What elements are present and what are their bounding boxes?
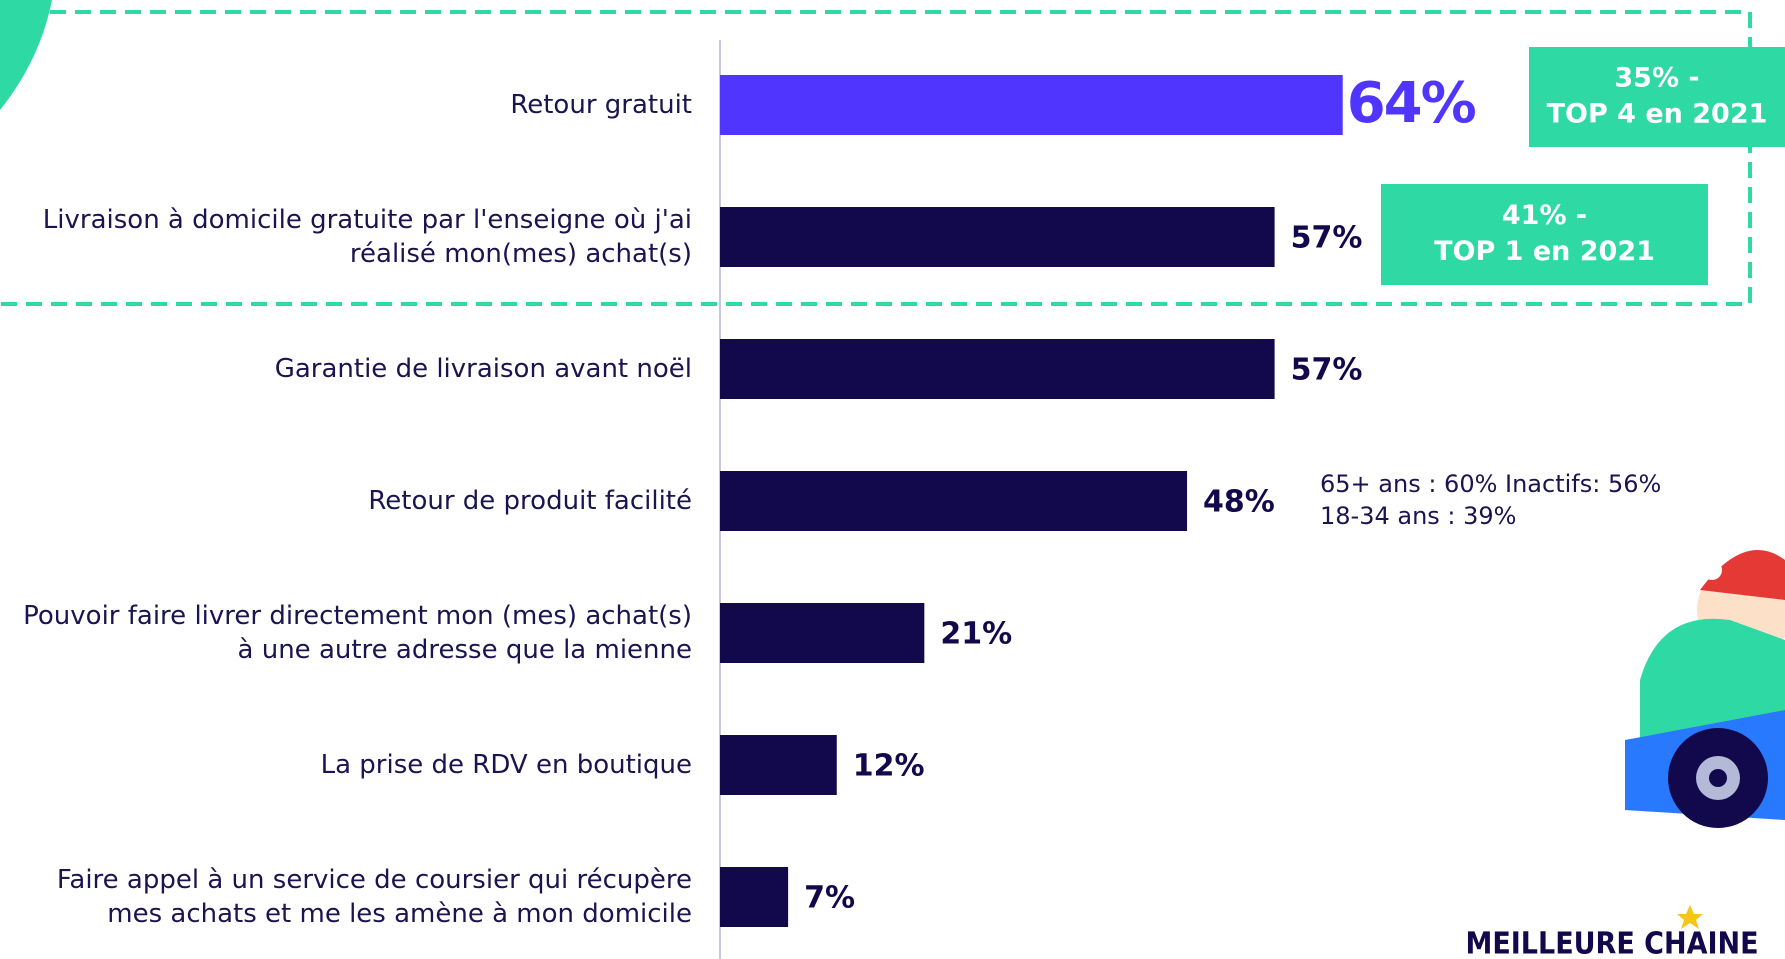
category-label: Pouvoir faire livrer directement mon (me…	[0, 599, 692, 667]
logo: MEILLEURE CHAINE	[1465, 927, 1758, 959]
category-label: Livraison à domicile gratuite par l'ense…	[0, 203, 692, 271]
annotation-text: 35% -	[1614, 63, 1699, 94]
annotation-text: 41% -	[1502, 200, 1587, 231]
value-label: 21%	[940, 617, 1012, 652]
value-label: 7%	[804, 881, 855, 916]
annotation-text: 65+ ans : 60% Inactifs: 56%	[1320, 470, 1661, 498]
annotation-text: TOP 1 en 2021	[1434, 236, 1655, 267]
bar	[720, 339, 1275, 399]
category-label: Retour de produit facilité	[0, 484, 692, 518]
category-label: La prise de RDV en boutique	[0, 748, 692, 782]
category-label: Retour gratuit	[0, 88, 692, 122]
value-label: 48%	[1203, 485, 1275, 520]
value-label: 64%	[1347, 71, 1476, 136]
bar	[720, 603, 924, 663]
category-label: Faire appel à un service de coursier qui…	[0, 863, 692, 931]
value-label: 57%	[1291, 221, 1363, 256]
chart: MEILLEURE CHAINE 64% 57% 57% 48% 21% 12% 7% 35%…	[0, 0, 1785, 959]
bar	[720, 75, 1343, 135]
bar	[720, 867, 788, 927]
bar	[720, 207, 1275, 267]
annotation-text: TOP 4 en 2021	[1547, 99, 1768, 130]
bar	[720, 735, 837, 795]
bar	[720, 471, 1187, 531]
value-label: 57%	[1291, 353, 1363, 388]
category-label: Garantie de livraison avant noël	[0, 352, 692, 386]
annotation-text: 18-34 ans : 39%	[1320, 502, 1516, 530]
page: MEILLEURE CHAINE 64% 57% 57% 48% 21% 12% 7% 35%…	[0, 0, 1785, 959]
value-label: 12%	[853, 749, 925, 784]
santa-decoration	[1625, 550, 1785, 929]
